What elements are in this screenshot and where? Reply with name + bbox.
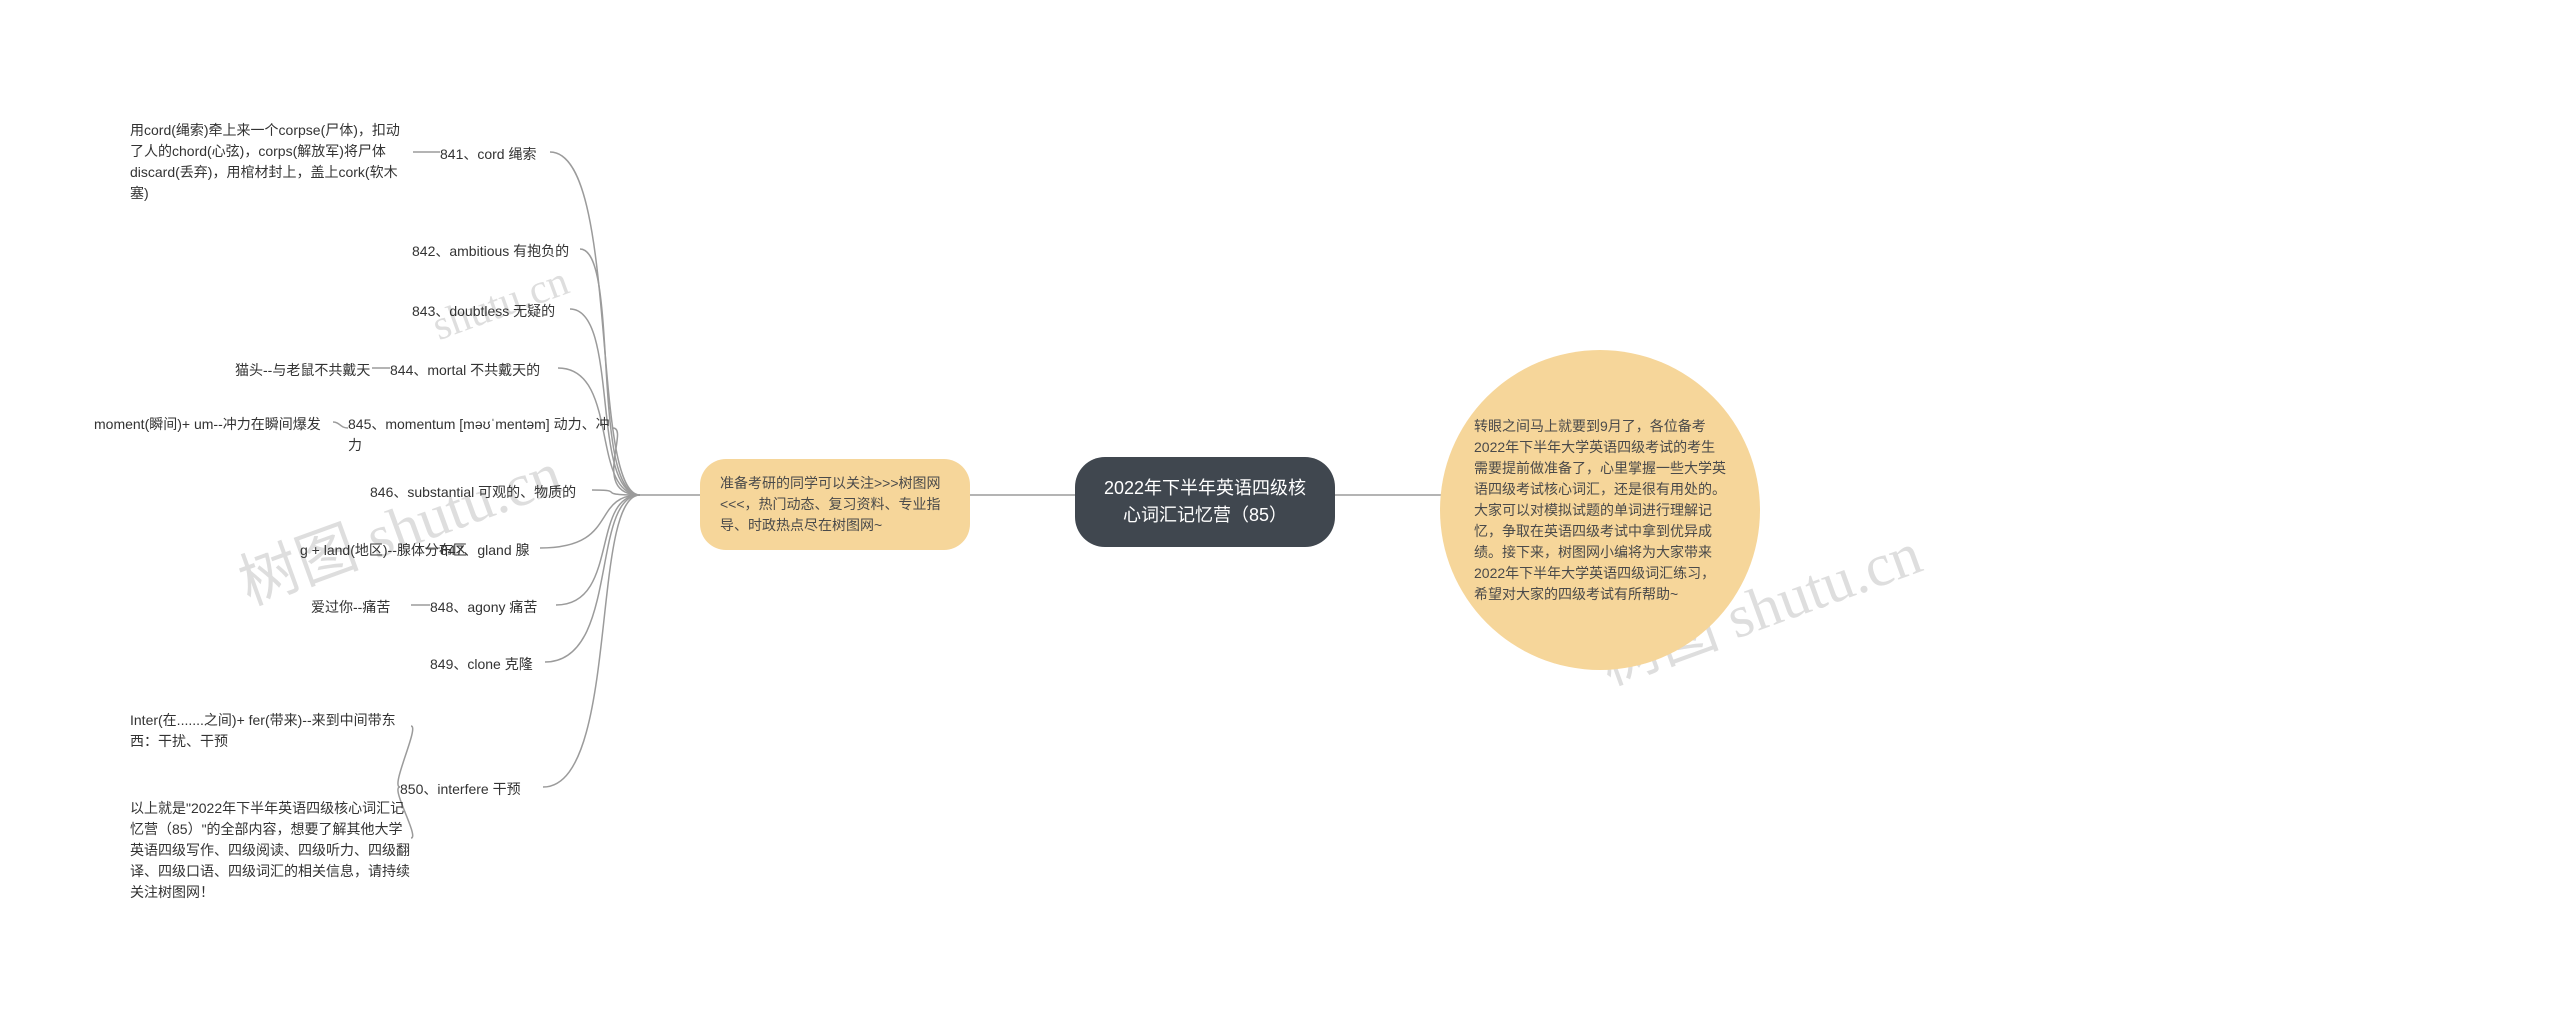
leaf-842[interactable]: 842、ambitious 有抱负的 <box>412 241 569 262</box>
sub1-node[interactable]: 准备考研的同学可以关注>>>树图网<<<，热门动态、复习资料、专业指导、时政热点… <box>700 459 970 550</box>
leaf-846[interactable]: 846、substantial 可观的、物质的 <box>370 482 576 503</box>
leaf-844-detail: 猫头--与老鼠不共戴天 <box>235 360 370 381</box>
leaf-850-detail: Inter(在.......之间)+ fer(带来)--来到中间带东西：干扰、干… <box>130 710 410 752</box>
leaf-850[interactable]: 850、interfere 干预 <box>400 779 521 800</box>
leaf-845-detail: moment(瞬间)+ um--冲力在瞬间爆发 <box>94 414 334 435</box>
leaf-845[interactable]: 845、momentum [məʊˈmentəm] 动力、冲力 <box>348 414 613 456</box>
leaf-843[interactable]: 843、doubtless 无疑的 <box>412 301 555 322</box>
root-node[interactable]: 2022年下半年英语四级核心词汇记忆营（85） <box>1075 457 1335 547</box>
leaf-847-detail: g + land(地区)--腺体分布区 <box>300 540 467 561</box>
leaf-848[interactable]: 848、agony 痛苦 <box>430 597 537 618</box>
leaf-849[interactable]: 849、clone 克隆 <box>430 654 533 675</box>
root-title: 2022年下半年英语四级核心词汇记忆营（85） <box>1104 478 1306 525</box>
intro-text: 转眼之间马上就要到9月了，各位备考2022年下半年大学英语四级考试的考生需要提前… <box>1474 416 1726 605</box>
leaf-848-detail: 爱过你--痛苦 <box>311 597 390 618</box>
intro-node[interactable]: 转眼之间马上就要到9月了，各位备考2022年下半年大学英语四级考试的考生需要提前… <box>1440 350 1760 670</box>
leaf-841[interactable]: 841、cord 绳索 <box>440 144 536 165</box>
leaf-841-detail: 用cord(绳索)牵上来一个corpse(尸体)，扣动了人的chord(心弦)，… <box>130 120 410 204</box>
sub1-text: 准备考研的同学可以关注>>>树图网<<<，热门动态、复习资料、专业指导、时政热点… <box>720 475 941 533</box>
leaf-850-detail2: 以上就是"2022年下半年英语四级核心词汇记忆营（85）"的全部内容，想要了解其… <box>130 798 410 903</box>
leaf-844[interactable]: 844、mortal 不共戴天的 <box>390 360 540 381</box>
